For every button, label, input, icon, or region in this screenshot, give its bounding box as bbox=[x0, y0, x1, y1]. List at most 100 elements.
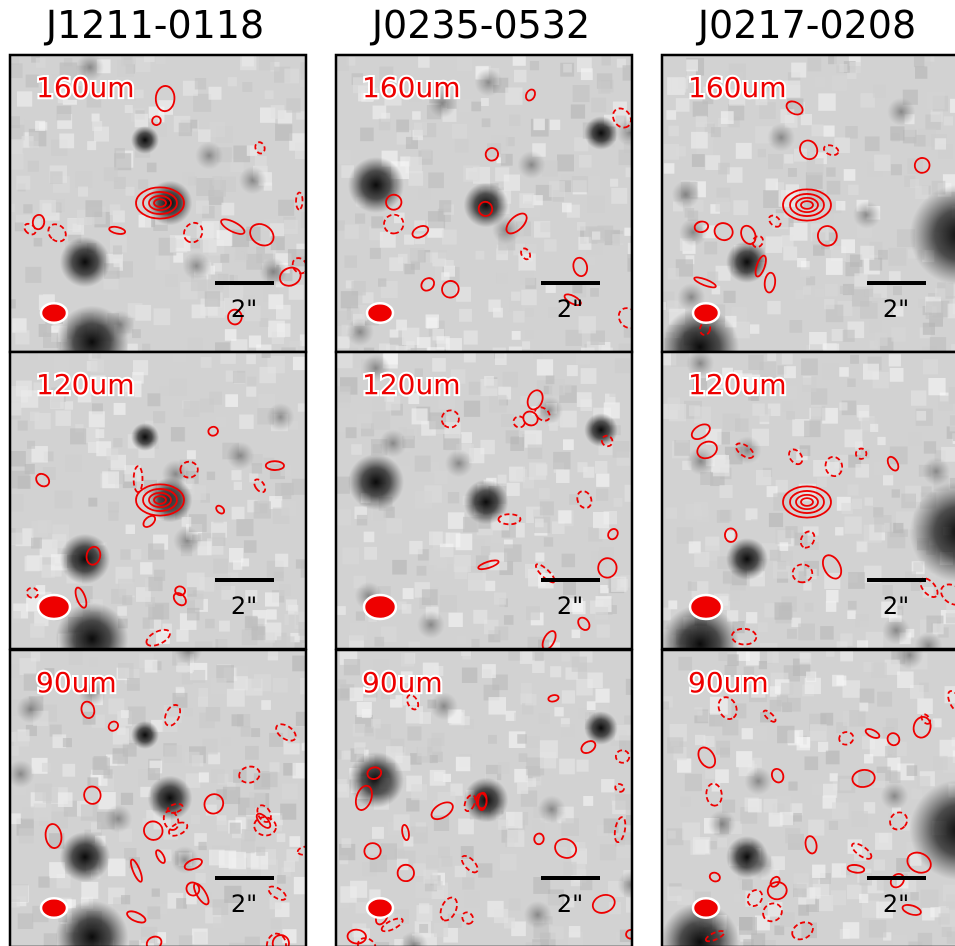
noise bbox=[87, 442, 99, 453]
noise bbox=[667, 886, 682, 902]
contour bbox=[751, 235, 764, 249]
noise bbox=[851, 498, 863, 510]
noise bbox=[782, 401, 793, 412]
source-contour bbox=[153, 198, 167, 208]
noise bbox=[374, 636, 385, 647]
source-contour bbox=[789, 193, 825, 217]
noise bbox=[112, 245, 123, 255]
noise bbox=[199, 712, 215, 729]
noise bbox=[167, 165, 182, 181]
noise bbox=[194, 931, 207, 945]
noise bbox=[276, 833, 286, 843]
noise bbox=[235, 247, 248, 260]
faint-source bbox=[75, 55, 104, 82]
noise bbox=[820, 626, 834, 640]
noise bbox=[256, 846, 266, 856]
noise bbox=[801, 358, 818, 376]
noise bbox=[845, 126, 858, 139]
noise bbox=[10, 532, 23, 546]
noise bbox=[173, 352, 187, 363]
noise bbox=[369, 247, 381, 259]
noise bbox=[10, 576, 27, 593]
noise bbox=[55, 410, 71, 426]
contour bbox=[406, 694, 420, 711]
noise bbox=[283, 860, 296, 873]
noise bbox=[433, 881, 443, 891]
noise bbox=[828, 820, 839, 830]
noise bbox=[951, 344, 955, 352]
noise bbox=[290, 632, 300, 643]
noise bbox=[736, 650, 750, 661]
noise bbox=[592, 511, 610, 529]
noise bbox=[402, 588, 414, 600]
noise bbox=[847, 839, 863, 854]
noise bbox=[15, 330, 30, 345]
noise bbox=[43, 933, 57, 946]
beam bbox=[39, 897, 69, 919]
noise bbox=[801, 377, 817, 392]
noise bbox=[159, 386, 169, 396]
noise bbox=[185, 773, 201, 788]
noise bbox=[577, 462, 588, 473]
noise bbox=[379, 231, 396, 248]
noise bbox=[354, 213, 366, 224]
noise bbox=[667, 300, 679, 312]
noise bbox=[27, 440, 36, 449]
noise bbox=[824, 283, 838, 297]
noise bbox=[286, 849, 299, 862]
noise bbox=[849, 62, 861, 74]
noise bbox=[456, 286, 472, 302]
column-title: J0217-0208 bbox=[696, 3, 916, 47]
noise bbox=[506, 482, 520, 496]
noise bbox=[25, 724, 37, 737]
noise bbox=[598, 81, 611, 94]
noise bbox=[799, 267, 811, 278]
noise bbox=[277, 874, 286, 884]
noise bbox=[783, 366, 796, 379]
noise bbox=[364, 726, 375, 737]
noise bbox=[803, 582, 812, 591]
band-label: 160um bbox=[362, 71, 460, 104]
noise bbox=[524, 430, 542, 448]
noise bbox=[554, 707, 564, 717]
noise bbox=[922, 720, 935, 733]
noise bbox=[259, 317, 269, 327]
noise bbox=[108, 698, 125, 715]
faint-source bbox=[708, 809, 737, 838]
contour bbox=[163, 704, 182, 727]
noise bbox=[897, 671, 914, 688]
noise bbox=[623, 142, 632, 153]
noise bbox=[869, 320, 882, 333]
noise bbox=[432, 887, 445, 900]
noise bbox=[824, 298, 835, 310]
noise bbox=[245, 615, 258, 629]
image-panel: 2"90um bbox=[662, 650, 955, 946]
noise bbox=[87, 777, 99, 789]
noise bbox=[123, 88, 136, 101]
source bbox=[59, 831, 111, 883]
noise bbox=[518, 753, 528, 763]
noise bbox=[825, 258, 843, 275]
noise bbox=[596, 473, 610, 487]
noise bbox=[124, 465, 141, 482]
noise bbox=[463, 400, 481, 417]
noise bbox=[445, 383, 458, 396]
noise bbox=[62, 738, 72, 748]
noise bbox=[181, 517, 192, 527]
source bbox=[909, 481, 955, 583]
noise bbox=[29, 218, 41, 230]
noise bbox=[295, 711, 306, 727]
noise bbox=[839, 367, 849, 377]
noise bbox=[258, 394, 275, 411]
noise bbox=[768, 512, 784, 528]
noise bbox=[17, 913, 34, 930]
faint-source bbox=[444, 449, 473, 478]
noise bbox=[225, 394, 239, 407]
noise bbox=[10, 731, 17, 742]
noise bbox=[18, 828, 34, 844]
noise bbox=[842, 922, 860, 939]
noise bbox=[337, 310, 353, 326]
noise bbox=[220, 352, 236, 364]
noise bbox=[405, 706, 424, 724]
noise bbox=[364, 546, 377, 560]
